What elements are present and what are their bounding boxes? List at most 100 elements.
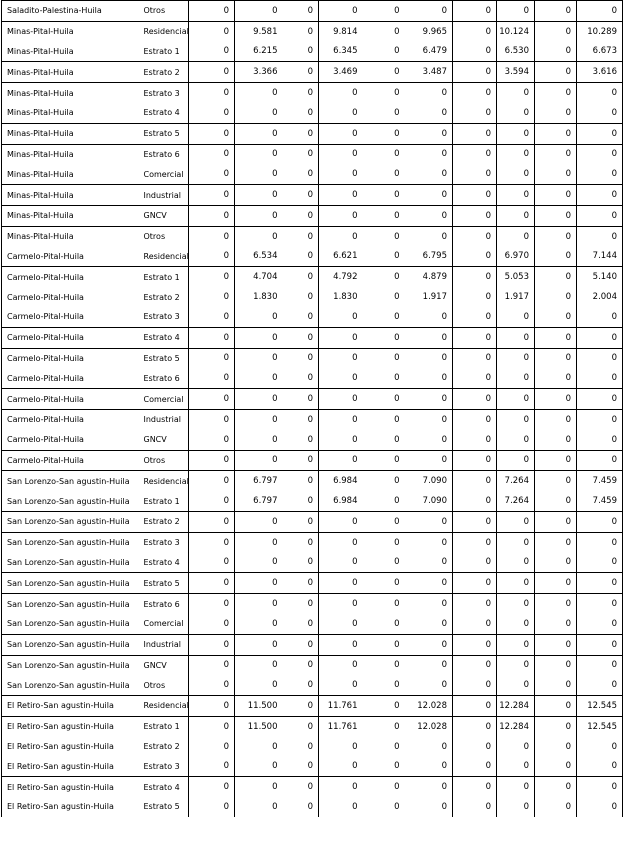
value-cell: 0 (404, 797, 453, 817)
value-cell: 0 (534, 287, 577, 307)
value-cell: 0 (272, 537, 278, 548)
value-cell: 0 (352, 660, 358, 671)
location-cell: El Retiro-San agustin-Huila (1, 756, 138, 778)
value-cell: 0 (282, 205, 319, 227)
value-cell: 0 (404, 756, 453, 778)
value-cell: 5.140 (576, 266, 623, 288)
value-cell: 0 (534, 675, 577, 697)
value-cell: 6.797 (253, 476, 278, 487)
value-cell: 0 (404, 552, 453, 574)
value-cell: 0 (352, 231, 358, 242)
value-cell: 0 (272, 660, 278, 671)
value-cell: 0 (272, 88, 278, 99)
value-cell: 11.761 (327, 721, 358, 732)
value-cell: 0 (576, 226, 623, 247)
value-cell: 12.028 (404, 695, 453, 717)
value-cell: 0 (272, 801, 278, 812)
value-cell: 0 (188, 409, 235, 430)
location-cell: San Lorenzo-San agustin-Huila (7, 538, 130, 548)
value-cell: 0 (534, 491, 577, 512)
value-cell: 0 (576, 205, 623, 227)
value-cell: 0 (234, 388, 283, 410)
value-cell: 0 (352, 782, 358, 793)
value-cell: 0 (362, 102, 405, 124)
value-cell: 0 (352, 801, 358, 812)
table-row: Carmelo-Pital-Huila Estrato 1 0 4.704 0 4.792… (2, 266, 623, 288)
value-cell: 7.264 (496, 470, 535, 492)
value-cell: 0 (534, 348, 577, 369)
category-cell: Industrial (137, 634, 189, 656)
value-cell: 0 (404, 102, 453, 124)
value-cell: 3.487 (404, 61, 453, 84)
category-cell: Residencial (137, 695, 189, 717)
value-cell: 0 (496, 450, 535, 472)
value-cell: 0 (404, 634, 453, 656)
value-cell: 0 (404, 327, 453, 349)
value-cell: 0 (362, 327, 405, 349)
value-cell: 0 (534, 634, 577, 656)
location-cell: Carmelo-Pital-Huila (1, 246, 138, 268)
value-cell: 0 (404, 511, 453, 533)
location-cell: Carmelo-Pital-Huila (1, 450, 138, 472)
value-cell: 0 (234, 756, 283, 778)
value-cell: 0 (452, 655, 497, 676)
value-cell: 0 (576, 572, 623, 595)
value-cell: 0 (576, 429, 623, 451)
value-cell: 0 (282, 429, 319, 451)
category-cell: Otros (137, 226, 189, 247)
value-cell: 0 (394, 599, 400, 609)
value-cell: 0 (234, 613, 283, 635)
location-cell: Minas-Pital-Huila (1, 102, 138, 124)
value-cell: 0 (234, 123, 283, 145)
value-cell: 0 (576, 613, 623, 635)
value-cell: 7.090 (404, 491, 453, 512)
value-cell: 0 (352, 599, 358, 609)
value-cell: 0 (452, 327, 497, 349)
value-cell: 0 (534, 756, 577, 778)
value-cell: 0 (188, 21, 235, 42)
value-cell: 0 (404, 306, 453, 328)
value-cell: 0 (362, 634, 405, 656)
value-cell: 0 (352, 149, 358, 160)
table-row: San Lorenzo-San agustin-Huila Industrial 0… (1, 634, 623, 656)
value-cell: 0 (576, 409, 623, 430)
value-cell: 0 (318, 205, 363, 227)
value-cell: 0 (394, 26, 400, 37)
value-cell: 0 (534, 368, 577, 390)
value-cell: 0 (576, 164, 623, 186)
value-cell: 0 (534, 61, 577, 84)
value-cell: 0 (534, 450, 577, 472)
value-cell: 6.984 (318, 491, 363, 512)
value-cell: 0 (534, 205, 577, 227)
category-cell: Estrato 3 (137, 82, 189, 103)
category-cell: Estrato 5 (137, 797, 189, 817)
value-cell: 6.621 (318, 246, 363, 268)
value-cell: 3.469 (318, 61, 363, 84)
value-cell: 0 (394, 353, 400, 364)
value-cell: 0 (188, 348, 235, 369)
value-cell: 0 (234, 511, 283, 533)
value-cell: 0 (318, 327, 363, 349)
value-cell: 0 (452, 429, 497, 451)
category-cell: Comercial (137, 164, 189, 186)
value-cell: 0 (452, 572, 497, 595)
category-cell: Estrato 5 (137, 123, 189, 145)
category-cell: Estrato 1 (137, 266, 189, 288)
location-cell: San Lorenzo-San agustin-Huila (1, 613, 138, 635)
value-cell: 0 (534, 716, 577, 737)
value-cell: 3.594 (496, 61, 535, 84)
category-cell: Estrato 2 (137, 287, 189, 307)
value-cell: 0 (352, 88, 358, 99)
value-cell: 0 (496, 368, 535, 390)
value-cell: 0 (188, 306, 235, 328)
value-cell: 0 (188, 593, 235, 614)
value-cell: 0 (272, 149, 278, 160)
category-cell: Estrato 5 (137, 348, 189, 369)
value-cell: 0 (496, 736, 535, 757)
